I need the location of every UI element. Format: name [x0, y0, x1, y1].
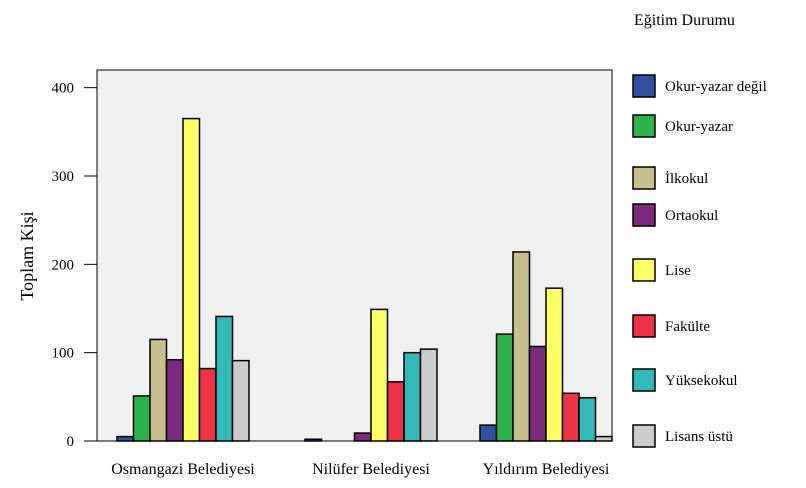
y-tick-label: 0: [67, 434, 75, 450]
bar-osmangazi-belediyesi-okur-yazar-degil: [116, 435, 135, 442]
bar-nilufer-belediyesi-fakulte: [386, 381, 405, 442]
legend-label-yuksekokul: Yüksekokul: [665, 373, 738, 389]
y-axis: 0 100 200 300 400: [52, 81, 97, 450]
bar-yildirim-belediyesi-lisans-ustu: [594, 435, 613, 442]
legend-label-okur-yazar-degil: Okur-yazar değil: [665, 79, 767, 95]
bar-yildirim-belediyesi-yuksekokul: [578, 396, 597, 442]
legend-swatch-yuksekokul: [632, 368, 656, 392]
bar-nilufer-belediyesi-okur-yazar-degil: [304, 438, 323, 442]
legend-swatch-lise: [632, 258, 656, 282]
bar-yildirim-belediyesi-ortaokul: [528, 345, 547, 442]
legend-label-okur-yazar: Okur-yazar: [665, 119, 733, 135]
y-tick-label: 300: [52, 169, 75, 185]
bar-nilufer-belediyesi-lisans-ustu: [419, 348, 438, 442]
bar-osmangazi-belediyesi-ortaokul: [165, 358, 184, 442]
bar-yildirim-belediyesi-fakulte: [561, 392, 580, 442]
x-category-label: Yıldırım Belediyesi: [483, 461, 610, 478]
x-category-label: Nilüfer Belediyesi: [312, 461, 430, 478]
bar-osmangazi-belediyesi-lisans-ustu: [231, 359, 250, 442]
x-axis: Osmangazi Belediyesi Nilüfer Belediyesi Yı…: [111, 461, 610, 478]
legend-swatch-ilkokul: [632, 166, 656, 190]
legend: Okur-yazar değil Okur-yazar İlkokul Ortaoku…: [632, 74, 767, 448]
y-axis-title: Toplam Kişi: [17, 211, 37, 300]
legend-label-lisans-ustu: Lisans üstü: [665, 429, 733, 445]
x-category-label: Osmangazi Belediyesi: [111, 461, 255, 478]
legend-label-ortaokul: Ortaokul: [665, 208, 718, 224]
y-tick-label: 200: [52, 257, 75, 273]
y-tick-label: 400: [52, 81, 75, 97]
legend-swatch-okur-yazar: [632, 114, 656, 138]
legend-swatch-ortaokul: [632, 203, 656, 227]
legend-swatch-okur-yazar-degil: [632, 74, 656, 98]
bar-osmangazi-belediyesi-lise: [182, 117, 201, 442]
legend-label-ilkokul: İlkokul: [665, 171, 708, 187]
bar-nilufer-belediyesi-ortaokul: [353, 432, 372, 442]
y-tick-label: 100: [52, 346, 75, 362]
legend-label-lise: Lise: [665, 263, 691, 279]
bar-osmangazi-belediyesi-yuksekokul: [215, 315, 234, 442]
legend-swatch-lisans-ustu: [632, 424, 656, 448]
bar-yildirim-belediyesi-ilkokul: [512, 251, 531, 442]
legend-swatch-fakulte: [632, 314, 656, 338]
bar-osmangazi-belediyesi-okur-yazar: [132, 395, 151, 442]
legend-title: Eğitim Durumu: [634, 12, 735, 29]
bar-yildirim-belediyesi-okur-yazar: [495, 333, 514, 442]
legend-label-fakulte: Fakülte: [665, 319, 710, 335]
bar-osmangazi-belediyesi-ilkokul: [149, 338, 168, 442]
bars: [116, 117, 613, 442]
bar-yildirim-belediyesi-lise: [545, 287, 564, 442]
bar-osmangazi-belediyesi-fakulte: [198, 367, 217, 442]
bar-yildirim-belediyesi-okur-yazar-degil: [479, 424, 498, 442]
bar-nilufer-belediyesi-yuksekokul: [403, 351, 422, 442]
bar-nilufer-belediyesi-lise: [370, 308, 389, 442]
